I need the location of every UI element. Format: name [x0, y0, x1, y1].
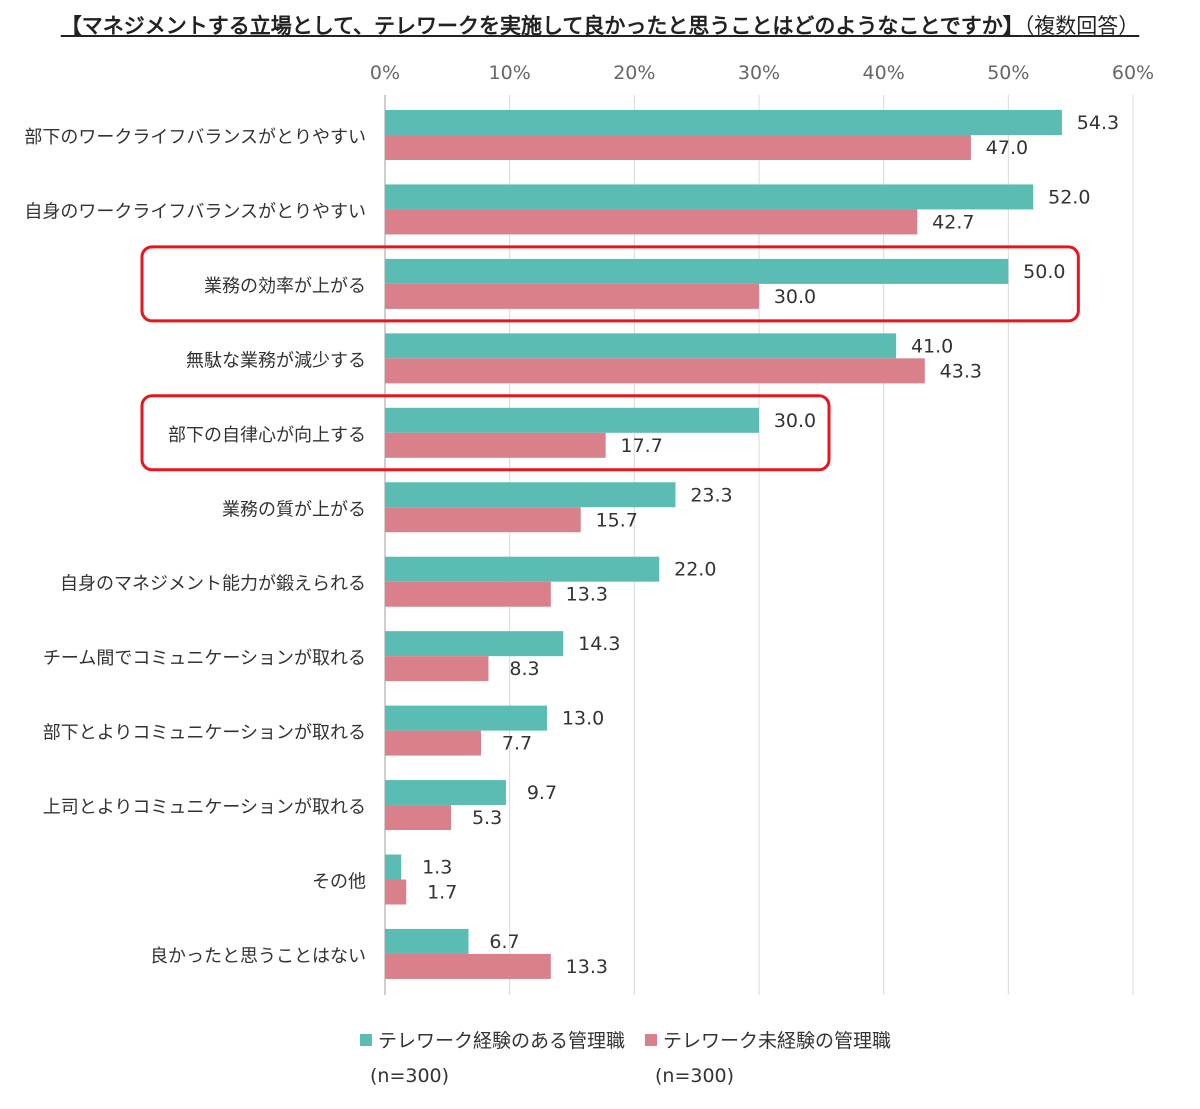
data-label: 43.3 [940, 360, 982, 382]
legend-item-series1: テレワーク経験のある管理職 (n=300) [360, 1026, 625, 1087]
legend-swatch-series1 [360, 1033, 372, 1046]
data-label: 8.3 [509, 658, 539, 680]
bar-series1 [385, 407, 759, 433]
x-tick-label: 10% [489, 62, 531, 84]
data-label: 15.7 [596, 509, 638, 531]
data-label: 14.3 [578, 633, 620, 655]
highlight-box [140, 394, 831, 472]
data-label: 30.0 [774, 410, 816, 432]
chart-title: 【マネジメントする立場として、テレワークを実施して良かったと思うことはどのような… [0, 10, 1200, 40]
data-label: 7.7 [502, 733, 532, 755]
bar-series1 [385, 928, 469, 954]
data-label: 5.3 [472, 807, 502, 829]
category-label: 無駄な業務が減少する [186, 350, 366, 371]
category-label: 上司とよりコミュニケーションが取れる [43, 797, 366, 818]
category-label: その他 [312, 872, 366, 893]
category-label: 業務の質が上がる [222, 499, 366, 520]
legend-label-series2: テレワーク未経験の管理職 [663, 1030, 892, 1052]
bar-series2 [385, 283, 759, 309]
bar-series1 [385, 482, 676, 508]
bar-series2 [385, 656, 489, 682]
data-label: 13.0 [562, 708, 604, 730]
x-tick-label: 30% [738, 62, 780, 84]
category-label: 業務の効率が上がる [204, 276, 366, 297]
data-label: 50.0 [1023, 261, 1065, 283]
chart-subtitle: （複数回答） [1023, 14, 1140, 38]
highlight-box [140, 245, 1080, 323]
chart-title-main: 【マネジメントする立場として、テレワークを実施して良かったと思うことはどのような… [60, 14, 1024, 38]
data-label: 9.7 [527, 782, 557, 804]
category-label: 自身のワークライフバランスがとりやすい [24, 201, 366, 222]
bar-series2 [385, 209, 918, 235]
data-label: 1.7 [427, 882, 457, 904]
bar-series1 [385, 854, 402, 880]
bar-series2 [385, 507, 581, 533]
category-label: 部下のワークライフバランスがとりやすい [24, 127, 366, 148]
bar-series1 [385, 631, 564, 657]
category-label: チーム間でコミュニケーションが取れる [43, 648, 366, 669]
data-label: 47.0 [986, 137, 1028, 159]
category-label: 部下とよりコミュニケーションが取れる [43, 723, 366, 744]
data-label: 13.3 [566, 956, 608, 978]
category-label: 自身のマネジメント能力が鍛えられる [60, 574, 366, 595]
category-label: 部下の自律心が向上する [168, 425, 366, 446]
x-tick-label: 0% [370, 62, 400, 84]
data-label: 6.7 [489, 931, 519, 953]
bar-series1 [385, 556, 660, 582]
legend-sample-series1: (n=300) [370, 1065, 450, 1087]
legend-item-series2: テレワーク未経験の管理職 (n=300) [645, 1026, 891, 1087]
legend-label-series1: テレワーク経験のある管理職 [378, 1030, 626, 1052]
data-label: 23.3 [690, 484, 732, 506]
x-tick-label: 60% [1112, 62, 1154, 84]
legend-sample-series2: (n=300) [655, 1065, 735, 1087]
x-tick-label: 50% [987, 62, 1029, 84]
bar-series2 [385, 730, 481, 756]
data-label: 13.3 [566, 584, 608, 606]
category-label: 良かったと思うことはない [150, 946, 366, 967]
data-label: 52.0 [1048, 186, 1090, 208]
bar-series1 [385, 333, 897, 359]
data-label: 1.3 [422, 857, 452, 879]
bar-series2 [385, 432, 606, 458]
bar-series1 [385, 258, 1009, 284]
data-label: 42.7 [932, 211, 974, 233]
bar-series2 [385, 135, 971, 160]
data-label: 22.0 [674, 559, 716, 581]
legend-swatch-series2 [645, 1033, 657, 1046]
bar-series2 [385, 358, 925, 384]
data-label: 17.7 [621, 435, 663, 457]
x-tick-label: 40% [863, 62, 905, 84]
bar-series1 [385, 110, 1062, 135]
bar-series1 [385, 780, 506, 806]
data-label: 30.0 [774, 286, 816, 308]
data-label: 54.3 [1077, 112, 1119, 134]
x-tick-label: 20% [613, 62, 655, 84]
bar-series1 [385, 184, 1034, 210]
bar-series1 [385, 705, 548, 731]
data-label: 41.0 [911, 335, 953, 357]
bar-series2 [385, 581, 551, 607]
bar-series2 [385, 953, 551, 979]
bar-series2 [385, 805, 452, 831]
bar-series2 [385, 879, 407, 905]
